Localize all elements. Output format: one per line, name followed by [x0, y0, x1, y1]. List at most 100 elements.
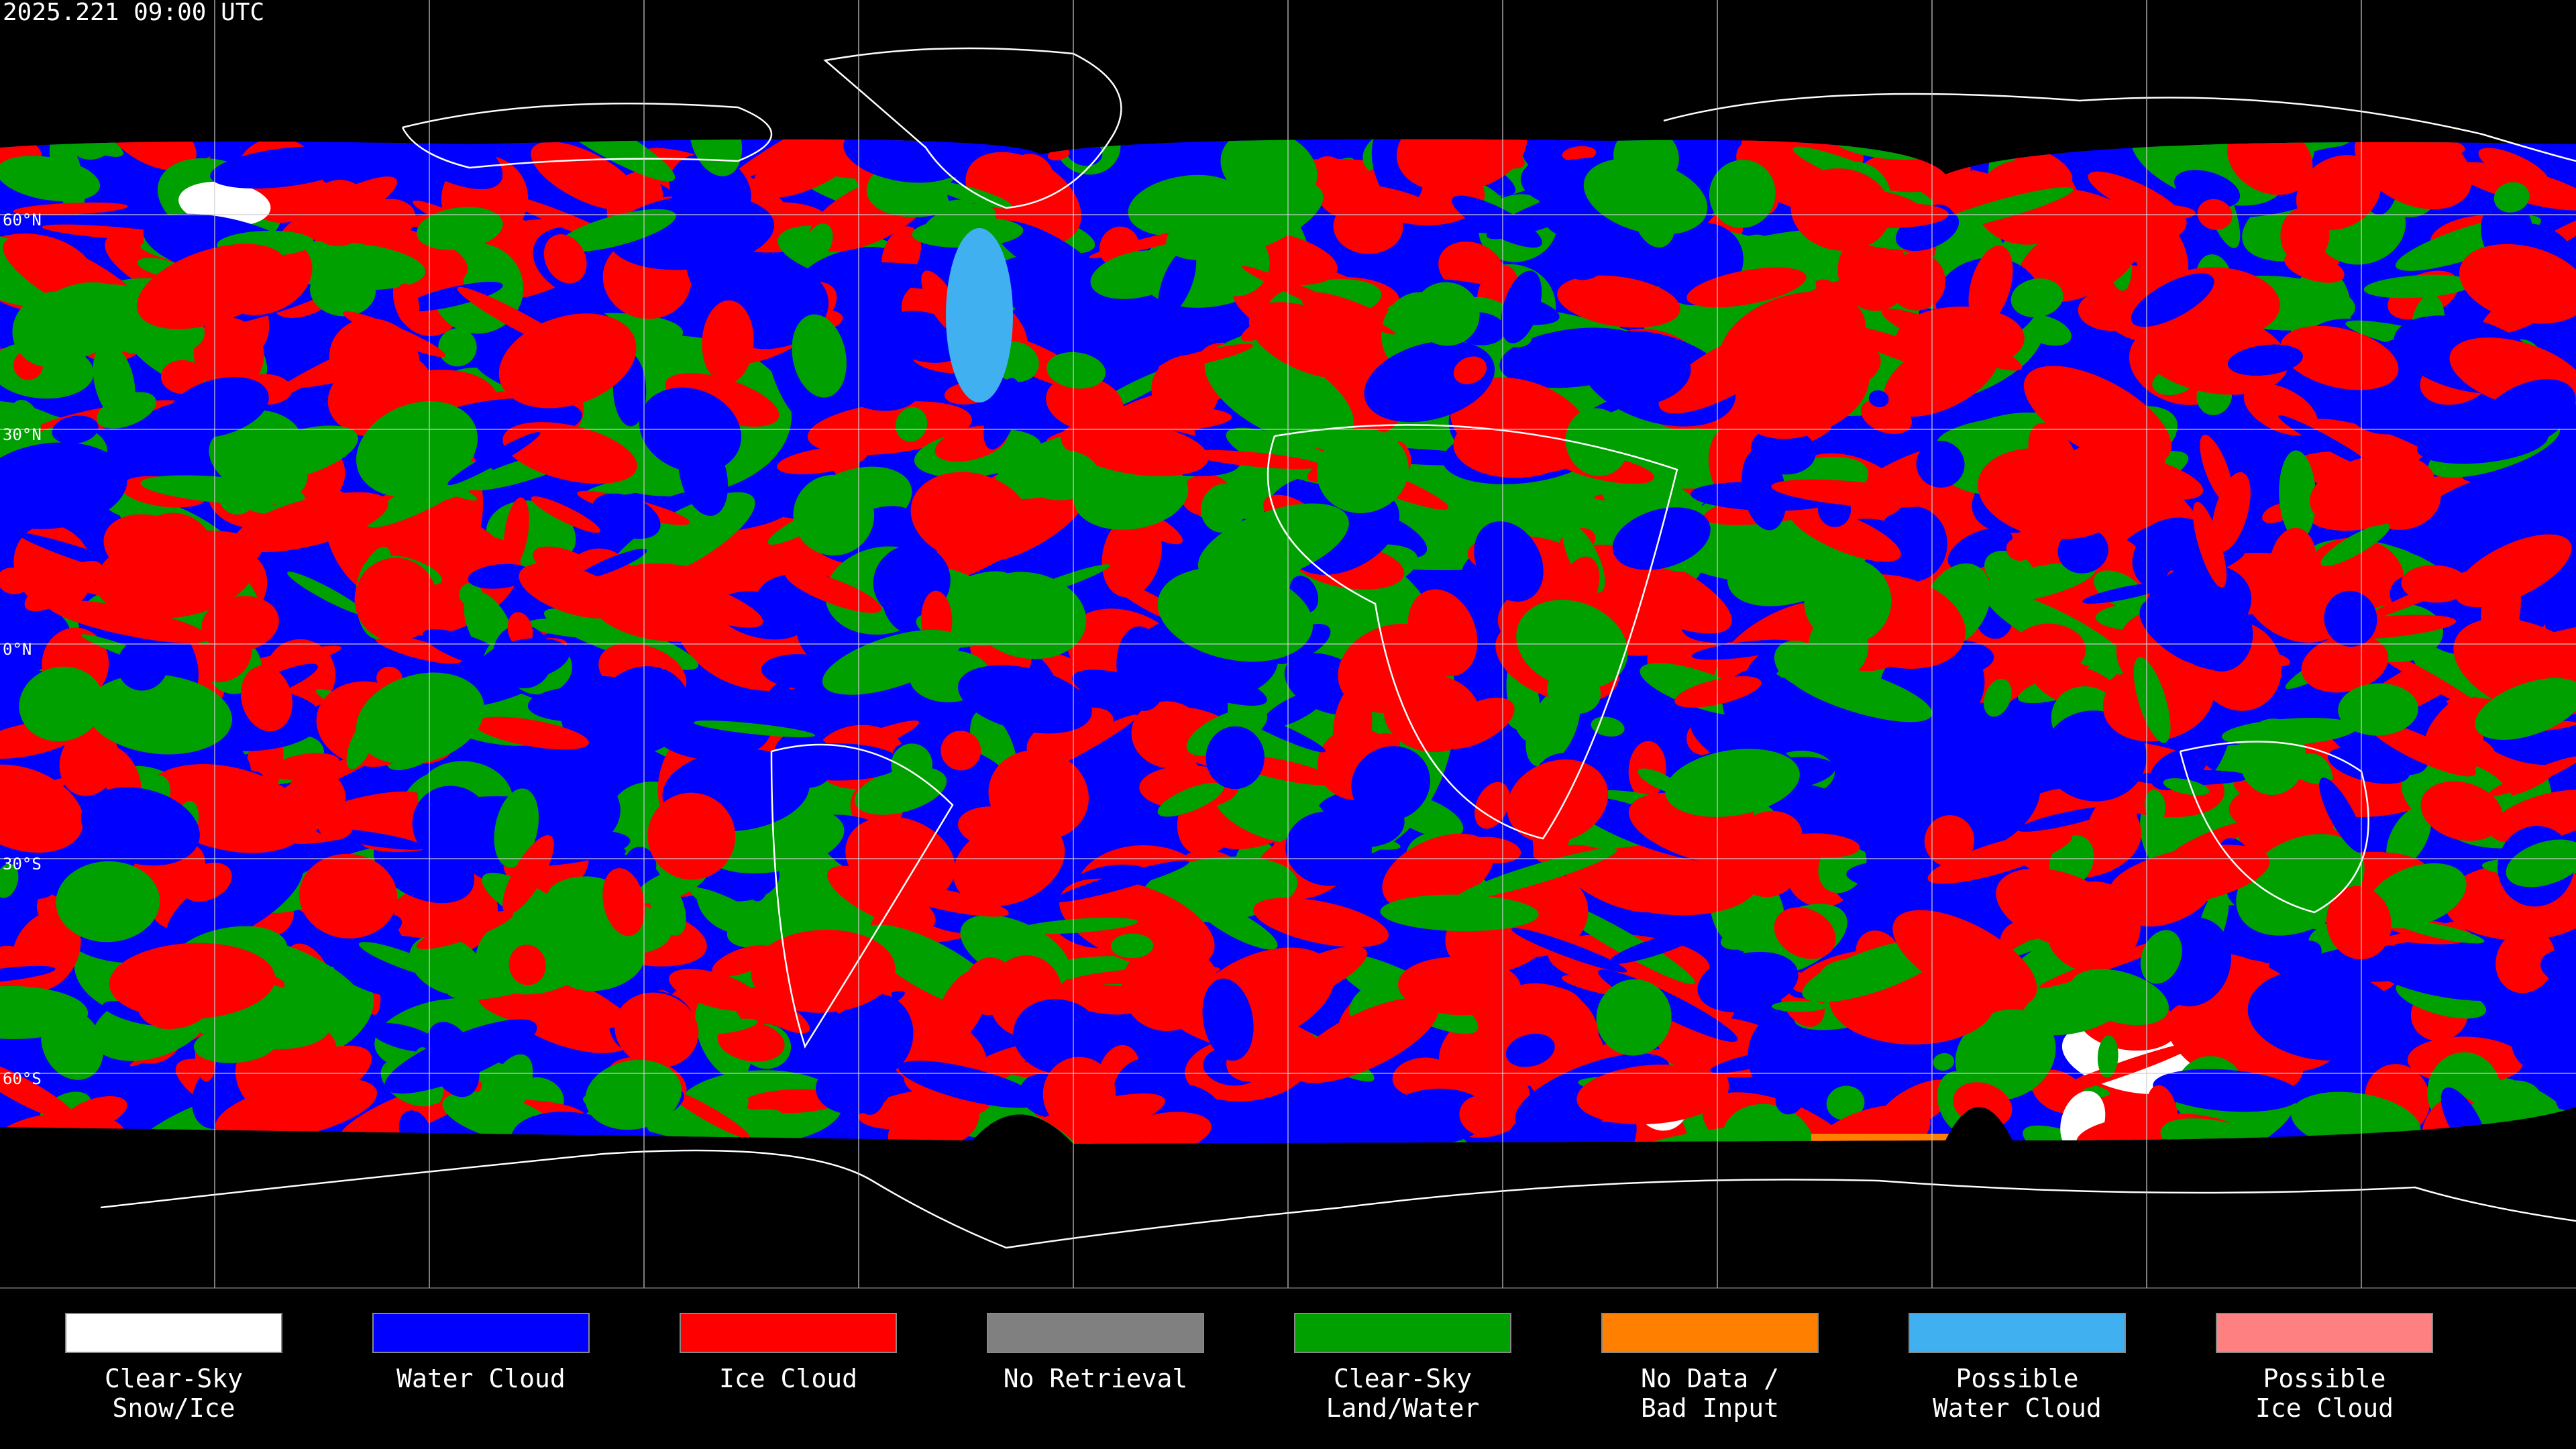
cloud-patch	[2368, 721, 2476, 777]
cloud-patch	[994, 220, 1103, 289]
cloud-patch	[751, 929, 896, 1013]
cloud-patch	[702, 1018, 758, 1034]
cloud-patch	[1665, 749, 1800, 817]
legend-label: Clear-Sky	[1334, 1364, 1472, 1393]
cloud-patch	[2133, 657, 2171, 743]
cloud-patch	[384, 1019, 537, 1094]
cloud-patch	[482, 873, 578, 935]
cloud-patch	[474, 716, 590, 750]
cloud-patch	[1740, 843, 1800, 898]
cloud-patch	[1709, 160, 1776, 228]
cloud-patch	[371, 139, 503, 190]
cloud-patch	[1909, 670, 1959, 696]
cloud-patch	[10, 399, 41, 442]
legend-label: Ice Cloud	[719, 1364, 857, 1393]
cloud-patch	[479, 638, 570, 682]
cloud-patch	[1557, 219, 1613, 280]
cloud-patch	[1868, 390, 1889, 407]
cloud-patch	[666, 1089, 750, 1138]
cloud-patch	[129, 513, 216, 604]
strip	[1811, 1134, 1979, 1142]
cloud-patch	[527, 686, 635, 722]
cloud-patch	[1021, 449, 1099, 500]
cloud-patch	[438, 328, 477, 367]
cloud-patch	[1396, 139, 1527, 193]
cloud-patch	[1868, 708, 1921, 771]
cloud-patch	[2023, 1125, 2120, 1144]
cloud-patch	[24, 561, 103, 612]
cloud-patch	[614, 992, 699, 1068]
cloud-patch	[1507, 759, 1609, 843]
cloud-patch	[299, 853, 398, 938]
cloud-patch	[1591, 716, 1625, 737]
cloud-patch	[625, 847, 657, 881]
cloud-patch	[1241, 266, 1395, 335]
legend-label: Possible	[1955, 1364, 2078, 1393]
cloud-patch	[2324, 590, 2377, 647]
cloud-patch	[1131, 701, 1206, 769]
cloud-patch	[80, 787, 200, 866]
cloud-patch	[1658, 327, 1796, 414]
cloud-patch	[1929, 187, 2074, 231]
cloud-patch	[1157, 567, 1313, 662]
cloud-patch	[2363, 274, 2473, 299]
cloud-patch	[2227, 344, 2303, 376]
cloud-patch	[910, 472, 1030, 563]
cloud-patch	[2477, 379, 2576, 451]
cloud-patch	[1042, 1057, 1116, 1132]
cloud-patch	[1774, 907, 1836, 959]
cloud-patch	[941, 731, 981, 771]
cloud-patch	[822, 629, 961, 695]
latitude-label: 60°S	[3, 1069, 42, 1088]
cloud-patch	[13, 202, 128, 215]
cloud-patch	[1895, 306, 2025, 371]
cloud-patch	[398, 501, 502, 552]
cloud-patch	[1562, 146, 1597, 162]
cloud-patch	[983, 378, 1020, 450]
cloud-patch	[2221, 718, 2358, 747]
cloud-patch	[1462, 837, 1521, 863]
cloud-patch	[2097, 1035, 2118, 1078]
cloud-patch	[1351, 746, 1431, 821]
cloud-patch	[346, 716, 378, 769]
cloud-patch	[2506, 839, 2576, 888]
cloud-patch	[140, 475, 305, 505]
cloud-patch	[2301, 635, 2389, 693]
cloud-patch	[233, 492, 388, 553]
cloud-patch	[494, 788, 539, 868]
legend-swatch	[1294, 1313, 1511, 1353]
cloud-patch	[2010, 278, 2063, 318]
cloud-patch	[484, 1054, 533, 1126]
cloud-patch	[68, 139, 117, 160]
cloud-patch	[0, 442, 127, 529]
cloud-patch	[693, 720, 816, 738]
cloud-patch	[1978, 447, 2123, 539]
latitude-labels: 60°N 30°N 0°N 30°S 60°S	[3, 211, 42, 1088]
cloud-patch	[1457, 848, 1617, 900]
cloud-patch	[2319, 777, 2365, 853]
cloud-patch	[1292, 998, 1439, 1083]
cloud-patch	[1201, 484, 1246, 533]
cloud-patch	[2192, 502, 2226, 588]
cloud-patch	[341, 344, 432, 400]
cloud-patch	[160, 360, 205, 394]
cloud-patch	[702, 300, 754, 384]
cloud-patch	[1333, 686, 1373, 771]
cloud-patch	[1110, 933, 1154, 959]
cloud-patch	[2133, 769, 2250, 786]
cloud-patch	[416, 910, 514, 949]
cloud-patch	[1996, 868, 2125, 950]
cloud-patch	[1565, 408, 1629, 476]
cloud-patch	[543, 234, 587, 284]
cloud-patch	[503, 497, 529, 568]
cloud-patch	[2553, 1059, 2576, 1121]
cloud-patch	[2420, 781, 2504, 841]
cloud-patch	[1158, 248, 1197, 317]
latitude-label: 30°S	[3, 855, 42, 873]
cloud-patch	[2320, 523, 2390, 566]
cloud-patch	[201, 596, 279, 652]
legend-label: Clear-Sky	[105, 1364, 243, 1393]
cloud-patch	[777, 447, 867, 474]
cloud-patch	[2455, 534, 2572, 608]
cloud-patch	[117, 639, 168, 691]
